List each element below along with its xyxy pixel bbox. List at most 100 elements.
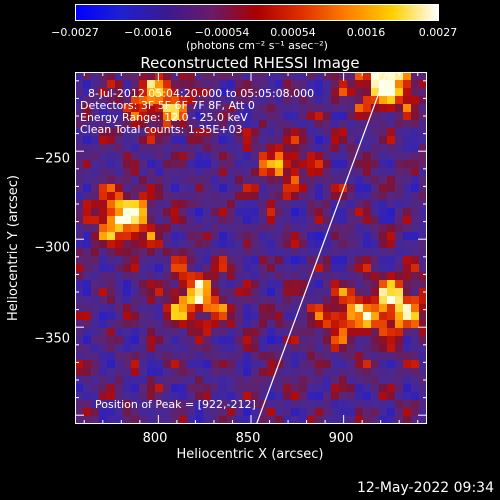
heatmap-cell bbox=[411, 408, 420, 417]
heatmap-cell bbox=[163, 256, 172, 265]
heatmap-cell bbox=[379, 152, 388, 161]
heatmap-cell bbox=[163, 288, 172, 297]
heatmap-cell bbox=[275, 312, 284, 321]
heatmap-cell bbox=[107, 344, 116, 353]
heatmap-cell bbox=[291, 152, 300, 161]
heatmap-cell bbox=[323, 88, 332, 97]
heatmap-cell bbox=[251, 368, 260, 377]
heatmap-cell bbox=[411, 128, 420, 137]
heatmap-cell bbox=[363, 224, 372, 233]
heatmap-cell bbox=[211, 416, 220, 424]
heatmap-cell bbox=[315, 416, 324, 424]
heatmap-cell bbox=[267, 208, 276, 217]
heatmap-cell bbox=[243, 168, 252, 177]
heatmap-cell bbox=[339, 144, 348, 153]
heatmap-cell bbox=[283, 280, 292, 289]
heatmap-cell bbox=[251, 80, 260, 89]
heatmap-cell bbox=[147, 336, 156, 345]
heatmap-cell bbox=[187, 80, 196, 89]
heatmap-cell bbox=[147, 408, 156, 417]
heatmap-cell bbox=[259, 192, 268, 201]
heatmap-cell bbox=[251, 408, 260, 417]
heatmap-cell bbox=[99, 360, 108, 369]
heatmap-cell bbox=[195, 200, 204, 209]
heatmap-cell bbox=[395, 296, 404, 305]
heatmap-cell bbox=[155, 320, 164, 329]
heatmap-cell bbox=[131, 296, 140, 305]
heatmap-cell bbox=[419, 176, 427, 185]
heatmap-cell bbox=[363, 112, 372, 121]
heatmap-cell bbox=[283, 304, 292, 313]
heatmap-cell bbox=[267, 352, 276, 361]
heatmap-cell bbox=[195, 360, 204, 369]
heatmap-cell bbox=[331, 240, 340, 249]
heatmap-cell bbox=[331, 312, 340, 321]
heatmap-cell bbox=[363, 344, 372, 353]
heatmap-cell bbox=[115, 288, 124, 297]
heatmap-cell bbox=[267, 72, 276, 81]
heatmap-cell bbox=[283, 368, 292, 377]
heatmap-cell bbox=[347, 256, 356, 265]
heatmap-cell bbox=[203, 184, 212, 193]
heatmap-cell bbox=[347, 392, 356, 401]
heatmap-cell bbox=[155, 184, 164, 193]
heatmap-cell bbox=[243, 328, 252, 337]
heatmap-cell bbox=[411, 224, 420, 233]
heatmap-cell bbox=[195, 160, 204, 169]
heatmap-cell bbox=[195, 408, 204, 417]
heatmap-cell bbox=[307, 336, 316, 345]
heatmap-cell bbox=[259, 280, 268, 289]
heatmap-cell bbox=[123, 160, 132, 169]
heatmap-cell bbox=[379, 256, 388, 265]
heatmap-cell bbox=[235, 216, 244, 225]
heatmap-cell bbox=[195, 120, 204, 129]
heatmap-cell bbox=[379, 160, 388, 169]
heatmap-cell bbox=[315, 176, 324, 185]
heatmap-cell bbox=[203, 256, 212, 265]
heatmap-cell bbox=[243, 232, 252, 241]
heatmap-cell bbox=[211, 208, 220, 217]
heatmap-cell bbox=[171, 240, 180, 249]
heatmap-cell bbox=[115, 320, 124, 329]
heatmap-cell bbox=[275, 224, 284, 233]
heatmap-cell bbox=[275, 296, 284, 305]
heatmap-cell bbox=[243, 192, 252, 201]
heatmap-cell bbox=[115, 184, 124, 193]
heatmap-cell bbox=[211, 328, 220, 337]
heatmap-cell bbox=[219, 104, 228, 113]
heatmap-cell bbox=[211, 256, 220, 265]
heatmap-cell bbox=[131, 176, 140, 185]
heatmap-cell bbox=[219, 152, 228, 161]
heatmap-cell bbox=[243, 272, 252, 281]
heatmap-cell bbox=[347, 360, 356, 369]
heatmap-cell bbox=[339, 128, 348, 137]
heatmap-cell bbox=[267, 344, 276, 353]
heatmap-cell bbox=[155, 72, 164, 81]
y-tick-label: −300 bbox=[34, 240, 70, 256]
heatmap-cell bbox=[331, 168, 340, 177]
heatmap-cell bbox=[411, 336, 420, 345]
heatmap-cell bbox=[355, 240, 364, 249]
heatmap-cell bbox=[403, 384, 412, 393]
heatmap-cell bbox=[203, 176, 212, 185]
heatmap-cell bbox=[139, 272, 148, 281]
heatmap-cell bbox=[291, 160, 300, 169]
heatmap-cell bbox=[139, 256, 148, 265]
heatmap-cell bbox=[83, 208, 92, 217]
heatmap-cell bbox=[291, 256, 300, 265]
heatmap-cell bbox=[171, 144, 180, 153]
heatmap-cell bbox=[371, 80, 380, 89]
heatmap-cell bbox=[395, 224, 404, 233]
heatmap-cell bbox=[243, 88, 252, 97]
heatmap-cell bbox=[115, 264, 124, 273]
heatmap-cell bbox=[155, 176, 164, 185]
heatmap-cell bbox=[171, 296, 180, 305]
heatmap-cell bbox=[411, 288, 420, 297]
heatmap-cell bbox=[243, 288, 252, 297]
heatmap-cell bbox=[211, 224, 220, 233]
heatmap-cell bbox=[259, 232, 268, 241]
heatmap-cell bbox=[275, 240, 284, 249]
heatmap-cell bbox=[275, 112, 284, 121]
heatmap-cell bbox=[203, 72, 212, 81]
heatmap-cell bbox=[411, 72, 420, 81]
